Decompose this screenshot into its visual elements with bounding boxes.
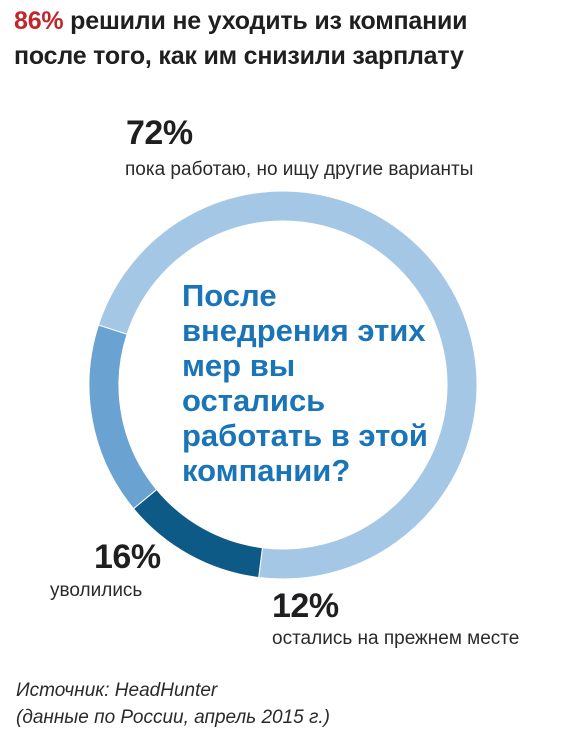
chart-title: 86% решили не уходить из компании после … — [14, 4, 564, 74]
slice-value-16: 16% — [94, 538, 161, 576]
slice-value-12: 12% — [272, 587, 339, 625]
slice-label-72: пока работаю, но ищу другие варианты — [125, 159, 474, 180]
slice-label-12: остались на прежнем месте — [272, 628, 520, 649]
title-line1: решили не уходить из компании — [63, 7, 468, 35]
slice-value-72: 72% — [126, 114, 193, 152]
source-line2: (данные по России, апрель 2015 г.) — [16, 707, 330, 728]
source-line1: Источник: HeadHunter — [16, 680, 218, 701]
slice-72 — [97, 190, 478, 580]
chart-question: После внедрения этих мер вы остались раб… — [182, 278, 428, 488]
source-note: Источник: HeadHunter (данные по России, … — [16, 677, 536, 731]
title-highlight: 86% — [14, 7, 64, 35]
slice-16 — [88, 324, 158, 510]
slice-label-16: уволились — [50, 580, 143, 601]
title-line2: после того, как им снизили зарплату — [14, 42, 464, 70]
